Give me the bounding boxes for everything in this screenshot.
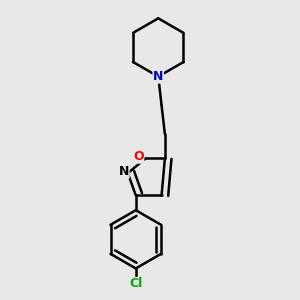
Text: O: O: [133, 150, 144, 163]
Text: Cl: Cl: [129, 278, 142, 290]
Text: N: N: [119, 165, 129, 178]
Text: N: N: [153, 70, 164, 83]
